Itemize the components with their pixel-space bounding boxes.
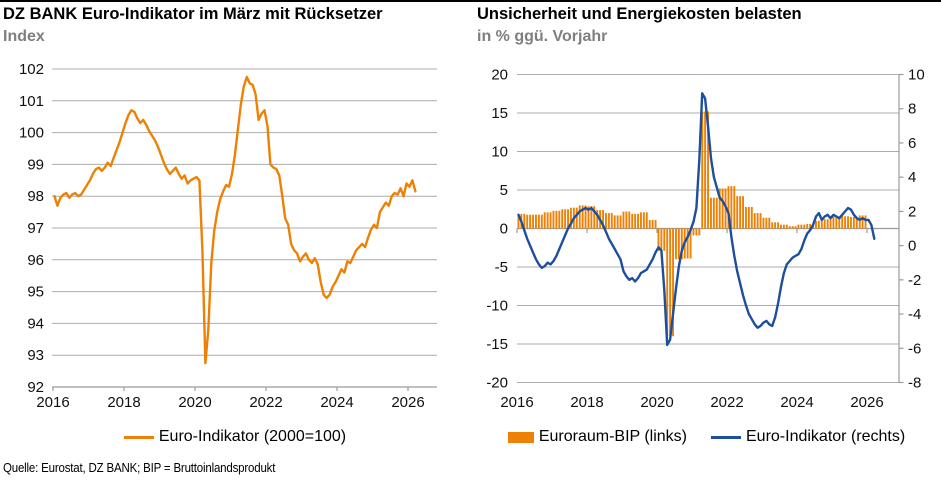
legend-item-euro-indikator-rechts: Euro-Indikator (rechts) [711,428,905,446]
right-chart-subtitle: in % ggü. Vorjahr [477,28,608,45]
left-chart-subtitle: Index [3,28,45,45]
svg-text:20: 20 [491,67,508,84]
svg-text:2016: 2016 [500,394,533,411]
svg-text:2018: 2018 [570,394,603,411]
right-chart-x-axis-labels: 2016 2018 2020 2022 2024 2026 [500,394,883,411]
euro-indikator-rechts-line-swatch [711,435,741,439]
svg-text:2016: 2016 [36,394,69,411]
svg-text:-6: -6 [908,340,921,357]
svg-text:2020: 2020 [640,394,673,411]
legend-item-euro-indikator: Euro-Indikator (2000=100) [123,428,347,446]
right-chart-right-axis-labels: -8 -6 -4 -2 0 2 4 6 8 10 [908,67,925,392]
svg-text:2018: 2018 [107,394,140,411]
right-chart-title: Unsicherheit und Energiekosten belasten [477,5,802,23]
svg-text:98: 98 [27,188,44,205]
svg-text:100: 100 [19,125,44,142]
svg-text:-8: -8 [908,375,921,392]
svg-text:15: 15 [491,105,508,122]
svg-text:5: 5 [500,182,508,199]
svg-text:-5: -5 [495,259,508,276]
svg-text:2020: 2020 [178,394,211,411]
svg-text:4: 4 [908,169,916,186]
right-chart-zero-axis [516,227,899,233]
svg-text:-2: -2 [908,272,921,289]
svg-text:2022: 2022 [710,394,743,411]
svg-text:102: 102 [19,61,44,78]
left-chart-title: DZ BANK Euro-Indikator im März mit Rücks… [3,5,383,23]
svg-text:2: 2 [908,203,916,220]
svg-text:8: 8 [908,101,916,118]
euro-indikator-line-swatch [123,435,154,439]
svg-text:101: 101 [19,93,44,110]
svg-text:99: 99 [27,156,44,173]
euro-indikator-index-line [53,75,417,365]
svg-text:6: 6 [908,135,916,152]
svg-text:-20: -20 [486,375,508,392]
svg-text:93: 93 [27,347,44,364]
legend-label-euro-indikator-rechts: Euro-Indikator (rechts) [746,428,906,445]
svg-text:96: 96 [27,252,44,269]
left-chart-legend: Euro-Indikator (2000=100) [20,428,450,446]
top-divider [0,0,941,2]
left-chart-x-axis-labels: 2016 2018 2020 2022 2024 2026 [36,394,424,411]
svg-text:2026: 2026 [391,394,424,411]
euroraum-bip-bars [517,111,867,337]
legend-label-euroraum-bip: Euroraum-BIP (links) [538,428,687,445]
source-note: Quelle: Eurostat, DZ BANK; BIP = Bruttoi… [3,461,276,475]
svg-text:2024: 2024 [780,394,813,411]
euroraum-bip-bar-swatch [507,431,534,443]
right-chart-right-axis [898,73,904,384]
right-chart-legend: Euroraum-BIP (links) Euro-Indikator (rec… [472,428,941,446]
euro-indikator-yoy-line [517,92,876,347]
legend-item-euroraum-bip: Euroraum-BIP (links) [507,428,687,446]
left-chart-y-axis-labels: 92 93 94 95 96 97 98 99 100 101 102 [19,61,44,396]
svg-text:2026: 2026 [850,394,883,411]
svg-text:2024: 2024 [320,394,353,411]
svg-text:0: 0 [908,238,916,255]
right-chart-left-axis-labels: -20 -15 -10 -5 0 5 10 15 20 [486,67,508,392]
legend-label-euro-indikator: Euro-Indikator (2000=100) [158,428,347,445]
svg-text:95: 95 [27,284,44,301]
svg-text:94: 94 [27,315,44,332]
svg-text:-4: -4 [908,306,921,323]
svg-text:2022: 2022 [249,394,282,411]
left-chart-x-axis [52,386,437,391]
svg-text:97: 97 [27,220,44,237]
svg-text:0: 0 [500,221,508,238]
svg-text:-10: -10 [486,298,508,315]
svg-text:92: 92 [27,379,44,396]
svg-text:10: 10 [908,67,925,84]
svg-text:-15: -15 [486,336,508,353]
svg-text:10: 10 [491,144,508,161]
